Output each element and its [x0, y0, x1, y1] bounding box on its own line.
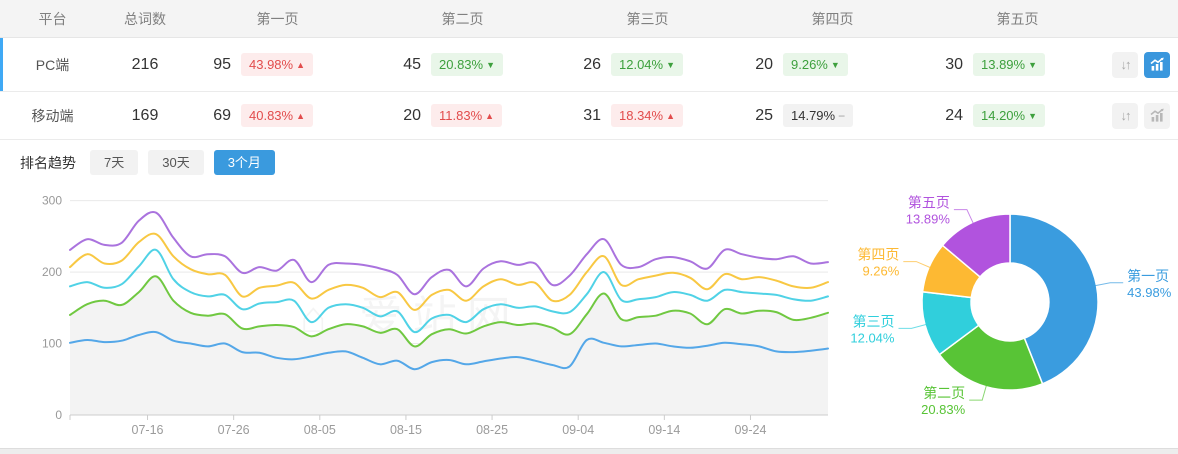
pie-label-name: 第三页 — [852, 313, 894, 329]
pie-label-value: 12.04% — [850, 330, 895, 345]
trend-line-chart[interactable]: 0 100 200 300 ⌂ 爱站网 07-16 07-26 08-05 08-15 08-25… — [0, 192, 834, 446]
pie-label-leader — [898, 324, 927, 329]
table-row-mobile[interactable]: 移动端 169 69 40.83% ▲ 20 11.83% ▲ 31 18.34% ▲… — [0, 92, 1178, 140]
page4-count: 20 — [755, 55, 773, 73]
area-fill — [70, 276, 828, 415]
line-chart-icon — [1150, 108, 1164, 122]
trend-arrow-icon: ▼ — [1028, 111, 1038, 121]
x-axis-label: 07-26 — [218, 423, 250, 437]
chart-button[interactable] — [1144, 102, 1170, 129]
trend-line-第二页 — [69, 275, 829, 348]
sort-arrows-icon: ↓↑ — [1120, 108, 1132, 123]
trend-line-第四页 — [69, 232, 829, 311]
pie-label-name: 第二页 — [923, 385, 965, 401]
x-axis-label: 09-14 — [648, 423, 680, 437]
x-axis-label: 07-16 — [132, 423, 164, 437]
sort-button[interactable]: ↓↑ — [1112, 102, 1138, 129]
trend-arrow-icon: ▲ — [666, 111, 676, 121]
x-axis-label: 08-25 — [476, 423, 508, 437]
x-axis-label: 09-24 — [734, 423, 766, 437]
page2-count: 20 — [403, 106, 421, 124]
page4-pct-badge: 14.79% − — [783, 104, 854, 127]
sort-button[interactable]: ↓↑ — [1112, 51, 1138, 78]
page1-pct-badge: 40.83% ▲ — [241, 104, 314, 127]
table-header: 平台 总词数 第一页 第二页 第三页 第四页 第五页 — [0, 0, 1178, 38]
chart-button[interactable] — [1144, 51, 1170, 78]
col-header-page5: 第五页 — [996, 10, 1039, 27]
page5-count: 30 — [945, 55, 963, 73]
pie-label-value: 9.26% — [862, 264, 899, 279]
pie-label-value: 13.89% — [906, 212, 951, 227]
tab-7days[interactable]: 7天 — [90, 150, 139, 175]
sort-arrows-icon: ↓↑ — [1120, 57, 1132, 72]
trend-arrow-icon: ▼ — [666, 60, 676, 70]
rank-trend-section: 排名趋势 7天 30天 3个月 0 100 200 300 ⌂ 爱站网 07-16 07-2… — [0, 140, 1178, 451]
total-words-value: 216 — [131, 55, 159, 73]
page3-pct-badge: 18.34% ▲ — [611, 104, 684, 127]
page1-count: 95 — [213, 55, 231, 73]
col-header-total: 总词数 — [124, 10, 166, 27]
trend-arrow-icon: ▼ — [830, 60, 840, 70]
y-axis-label: 100 — [42, 337, 62, 351]
trend-line-第五页 — [69, 211, 829, 296]
col-header-page4: 第四页 — [811, 10, 854, 27]
line-chart-icon — [1150, 57, 1164, 71]
page3-count: 26 — [583, 55, 601, 73]
trend-line-第一页 — [69, 330, 829, 371]
y-axis-label: 300 — [42, 194, 62, 208]
y-axis-label: 200 — [42, 265, 62, 279]
col-header-page3: 第三页 — [626, 10, 669, 27]
pie-label-leader — [969, 385, 987, 401]
trend-arrow-icon: ▼ — [1028, 60, 1038, 70]
pie-slice-第二页[interactable] — [938, 324, 1044, 391]
pie-label-leader — [953, 209, 974, 224]
trend-arrow-icon: − — [838, 109, 846, 123]
pie-label-value: 20.83% — [921, 402, 966, 417]
page3-pct-badge: 12.04% ▼ — [611, 53, 684, 76]
page4-count: 25 — [755, 106, 773, 124]
page2-count: 45 — [403, 55, 421, 73]
tab-3months[interactable]: 3个月 — [213, 150, 275, 175]
page5-count: 24 — [945, 106, 963, 124]
pie-label-leader — [1095, 282, 1124, 287]
pie-label-name: 第四页 — [857, 247, 899, 263]
trend-arrow-icon: ▼ — [486, 60, 496, 70]
x-axis-label: 08-05 — [304, 423, 336, 437]
tab-30days[interactable]: 30天 — [148, 150, 204, 175]
page2-pct-badge: 11.83% ▲ — [431, 104, 503, 127]
pie-label-name: 第五页 — [908, 195, 950, 211]
page-distribution-donut-chart[interactable]: 第一页 43.98% 第二页 20.83% 第三页 12.04% 第四页 9.26% 第五页 13… — [833, 174, 1178, 446]
y-axis-label: 0 — [55, 408, 62, 422]
page1-pct-badge: 43.98% ▲ — [241, 53, 314, 76]
trend-arrow-icon: ▲ — [296, 60, 306, 70]
page4-pct-badge: 9.26% ▼ — [783, 53, 848, 76]
pie-slice-第一页[interactable] — [1009, 213, 1099, 385]
trend-arrow-icon: ▲ — [485, 111, 495, 121]
x-axis-label: 09-04 — [562, 423, 594, 437]
pie-label-name: 第一页 — [1127, 268, 1169, 284]
trend-arrow-icon: ▲ — [296, 111, 306, 121]
total-words-value: 169 — [131, 106, 159, 124]
pie-label-value: 43.98% — [1127, 285, 1172, 300]
page5-pct-badge: 13.89% ▼ — [973, 53, 1046, 76]
pie-label-leader — [903, 261, 931, 268]
col-header-page1: 第一页 — [256, 10, 299, 27]
trend-line-第三页 — [69, 248, 829, 334]
trend-header: 排名趋势 7天 30天 3个月 — [20, 150, 275, 175]
trend-title: 排名趋势 — [20, 154, 76, 171]
platform-label: 移动端 — [31, 107, 74, 124]
page3-count: 31 — [583, 106, 601, 124]
page5-pct-badge: 14.20% ▼ — [973, 104, 1046, 127]
pie-slice-第五页[interactable] — [941, 213, 1011, 278]
col-header-platform: 平台 — [38, 10, 67, 27]
page2-pct-badge: 20.83% ▼ — [431, 53, 504, 76]
page1-count: 69 — [213, 106, 231, 124]
page-bottom-edge — [0, 448, 1178, 454]
col-header-page2: 第二页 — [441, 10, 484, 27]
platform-label: PC端 — [35, 56, 70, 73]
table-row-pc[interactable]: PC端 216 95 43.98% ▲ 45 20.83% ▼ 26 12.04% ▼… — [0, 38, 1178, 92]
x-axis-label: 08-15 — [390, 423, 422, 437]
